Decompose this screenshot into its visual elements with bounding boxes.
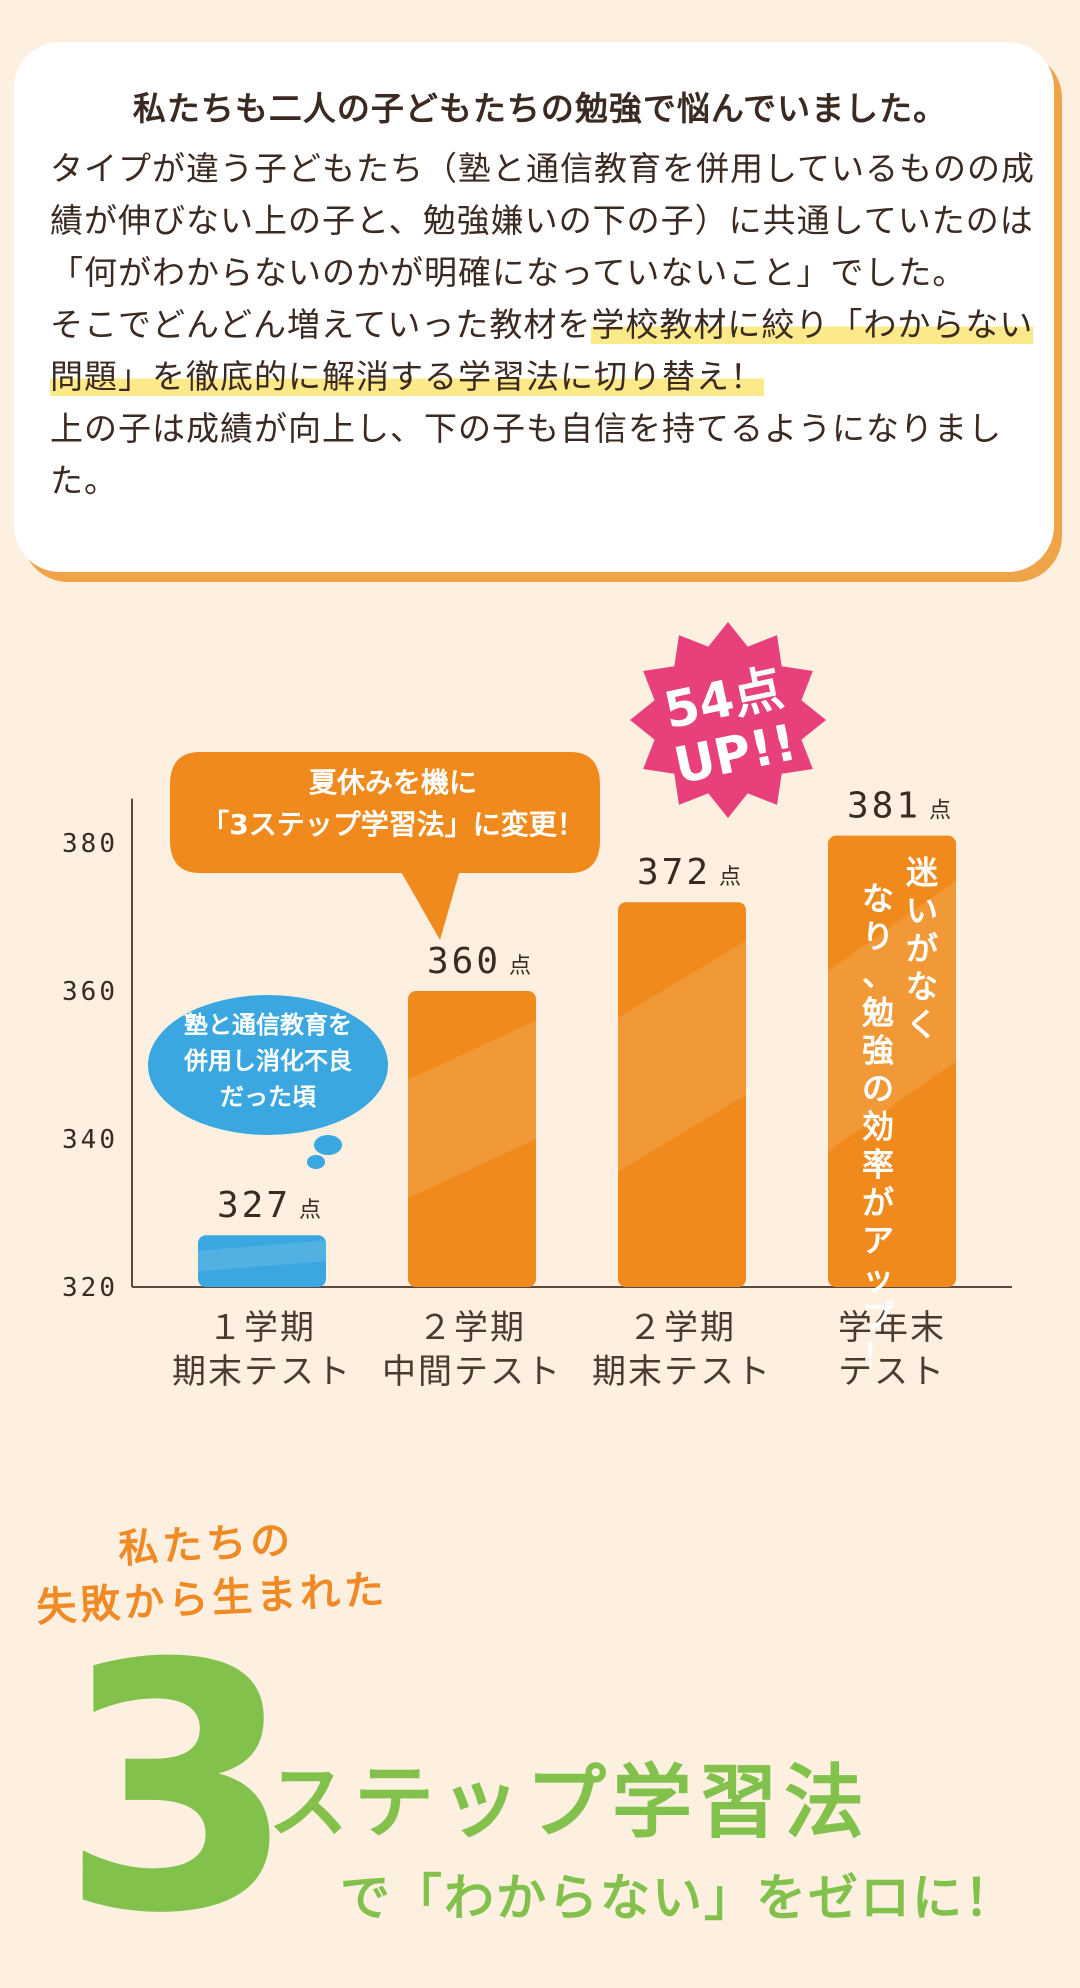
intro-paragraph-3: 上の子は成績が向上し、下の子も自信を持てるようになりました。 [50,409,1002,500]
y-tick-label: 340 [62,1125,118,1155]
vertical-text-char: く [906,1006,938,1044]
vertical-text-char: 迷 [906,854,939,892]
blue-bubble-text: 塾と通信教育を [184,1011,352,1039]
x-tick-label: ２学期 [628,1308,736,1348]
intro-paragraph-2-lead: そこでどんどん増えていった教材を [50,305,592,344]
bar [198,1235,326,1287]
vertical-text-char: が [906,930,938,968]
x-tick-label: 期末テスト [172,1352,352,1392]
x-tick-label: 中間テスト [382,1352,562,1392]
y-tick-label: 320 [62,1273,118,1303]
bar-texture [198,1240,326,1272]
vertical-text-char: な [862,880,894,918]
bar-value-label: 381 [847,786,921,827]
vertical-text-char: な [906,968,938,1006]
method-title: ステップ学習法 [268,1756,870,1849]
vertical-text-char: 率 [862,1146,894,1184]
big-number-three: 3 [60,1592,297,1988]
x-tick-label: １学期 [208,1308,316,1348]
bar [828,835,956,1287]
vertical-text-char: ッ [862,1260,894,1298]
bar-value-label: 372 [637,852,711,893]
vertical-text-char: 強 [862,1032,894,1070]
blue-bubble-text: 併用し消化不良 [183,1047,352,1075]
pink-burst [630,622,826,818]
orange-bubble-text: 夏休みを機に [309,766,477,799]
vertical-text-char: が [862,1184,894,1222]
bar-value-unit: 点 [719,865,741,890]
bar-value-label: 327 [217,1185,291,1226]
blue-bubble-dot [307,1155,325,1169]
vertical-text-char: り [862,918,894,956]
orange-bubble-tail [400,870,460,940]
bar-value-label: 360 [427,941,501,982]
x-tick-label: ２学期 [418,1308,526,1348]
y-tick-label: 380 [62,829,118,859]
vertical-text-char: 、 [862,956,894,994]
vertical-text-char: ア [862,1222,894,1260]
bar-texture [828,880,956,1152]
blue-bubble-text: だった頃 [220,1083,317,1111]
y-tick-label: 360 [62,977,118,1007]
blue-bubble-dot [314,1135,342,1155]
intro-paragraph-2: そこでどんどん増えていった教材を学校教材に絞り「わからない問題」を徹底的に解消す… [50,299,1040,403]
method-tagline: で「わからない」をゼロに！ [340,1869,1016,1927]
vertical-text-char: の [862,1070,894,1108]
x-tick-label: テスト [838,1352,946,1392]
vertical-text-char: 効 [862,1108,894,1146]
intro-body: タイプが違う子どもたち（塾と通信教育を併用しているものの成績が伸びない上の子と、… [50,143,1040,507]
orange-bubble-text: 「3ステップ学習法」に変更！ [201,808,584,841]
bar [618,902,746,1287]
blue-bubble [148,995,388,1135]
bar-value-unit: 点 [509,954,531,979]
bar [408,991,536,1287]
vertical-text-char: い [906,892,938,930]
vertical-text-char: ！ [862,1336,894,1374]
intro-paragraph-1: タイプが違う子どもたち（塾と通信教育を併用しているものの成績が伸びない上の子と、… [50,149,1036,292]
bar-texture [408,1020,536,1199]
x-tick-label: 期末テスト [592,1352,772,1392]
orange-bubble [170,752,600,873]
bar-texture [618,940,746,1172]
bar-value-unit: 点 [299,1198,321,1223]
vertical-text-char: プ [862,1298,895,1336]
bar-value-unit: 点 [929,799,951,824]
vertical-text-char: 勉 [861,994,894,1032]
x-tick-label: 学年末 [838,1308,946,1348]
intro-heading: 私たちも二人の子どもたちの勉強で悩んでいました。 [132,89,948,128]
